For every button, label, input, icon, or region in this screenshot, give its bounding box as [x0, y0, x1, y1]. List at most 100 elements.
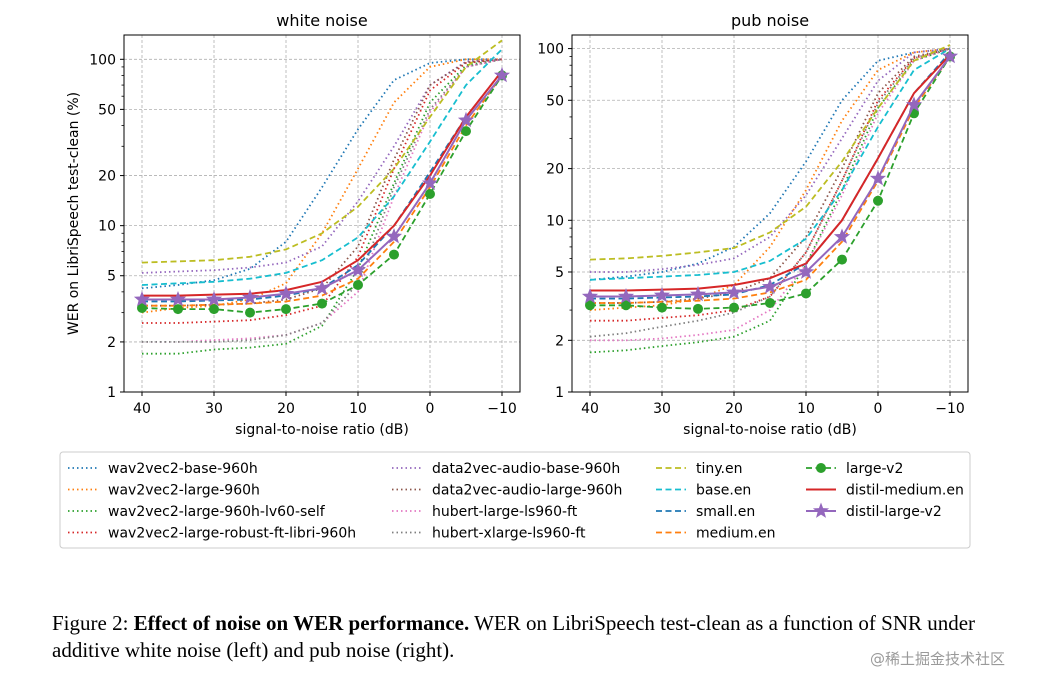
data-point-large-v2 [873, 195, 883, 206]
data-point-large-v2 [693, 303, 703, 314]
legend-label: distil-medium.en [846, 483, 964, 499]
legend-label: wav2vec2-large-960h-lv60-self [108, 504, 326, 520]
series-line-distil-medium.en [142, 70, 503, 297]
y-tick-label: 2 [555, 333, 564, 349]
data-point-distil-large-v2 [581, 288, 599, 304]
data-point-large-v2 [765, 297, 775, 308]
caption-prefix: Figure 2: [52, 611, 134, 635]
x-tick-label: 30 [205, 401, 223, 417]
chart-title: white noise [276, 11, 367, 30]
data-point-large-v2 [173, 304, 183, 315]
x-tick-label: 30 [653, 401, 671, 417]
legend-label: wav2vec2-large-960h [108, 483, 260, 499]
data-point-distil-large-v2 [205, 291, 223, 307]
caption-rest: WER on LibriSpeech test-clean as a funct… [52, 611, 976, 662]
data-point-distil-large-v2 [725, 283, 743, 300]
data-point-distil-large-v2 [277, 285, 295, 301]
data-point-distil-large-v2 [617, 288, 635, 304]
legend-label: hubert-large-ls960-ft [432, 504, 578, 520]
data-point-large-v2 [461, 126, 471, 137]
x-axis-label: signal-to-noise ratio (dB) [235, 422, 409, 438]
legend-marker-large-v2 [816, 463, 826, 473]
legend-label: data2vec-audio-base-960h [432, 461, 620, 477]
data-point-distil-large-v2 [833, 228, 851, 244]
legend-label: large-v2 [846, 461, 903, 477]
x-tick-label: 0 [426, 401, 435, 417]
data-point-distil-large-v2 [941, 48, 959, 64]
data-point-large-v2 [585, 300, 595, 311]
x-tick-label: −10 [487, 401, 517, 417]
data-point-distil-large-v2 [493, 66, 511, 83]
data-point-distil-large-v2 [385, 228, 403, 244]
data-point-large-v2 [621, 300, 631, 311]
x-tick-label: −10 [935, 401, 965, 417]
data-point-large-v2 [657, 302, 667, 313]
data-point-large-v2 [137, 302, 147, 313]
x-tick-label: 20 [725, 401, 743, 417]
y-tick-label: 50 [98, 102, 116, 118]
legend: wav2vec2-base-960h wav2vec2-large-960h wav… [59, 451, 971, 549]
data-point-distil-large-v2 [869, 170, 887, 186]
data-point-large-v2 [281, 304, 291, 315]
legend-frame [59, 451, 971, 549]
data-point-large-v2 [209, 304, 219, 315]
y-tick-label: 20 [98, 169, 116, 185]
y-tick-label: 10 [546, 213, 564, 229]
data-point-distil-large-v2 [169, 291, 187, 307]
y-tick-label: 10 [98, 219, 116, 235]
legend-label: wav2vec2-large-robust-ft-libri-960h [108, 526, 356, 542]
data-point-distil-large-v2 [905, 96, 923, 112]
data-point-large-v2 [801, 288, 811, 299]
data-point-distil-large-v2 [133, 291, 151, 307]
data-point-distil-large-v2 [313, 279, 331, 296]
series-line-data2vec-audio-large-960h [590, 47, 951, 304]
data-point-distil-large-v2 [421, 174, 439, 191]
y-tick-label: 5 [107, 269, 116, 285]
data-point-distil-large-v2 [653, 287, 671, 303]
series-line-data2vec-audio-base-960h [590, 47, 951, 273]
legend-label: data2vec-audio-large-960h [432, 483, 622, 499]
series-line-large-v2 [141, 74, 503, 314]
y-tick-label: 2 [107, 335, 116, 351]
data-point-large-v2 [837, 254, 847, 265]
series-line-wav2vec2-base-960h [141, 58, 502, 290]
series-line-hubert-xlarge-ls960-ft [142, 58, 503, 343]
data-point-large-v2 [425, 188, 435, 199]
caption-bold: Effect of noise on WER performance. [133, 611, 470, 635]
figure-caption: Figure 2: Effect of noise on WER perform… [52, 610, 1012, 664]
y-tick-label: 50 [546, 93, 564, 109]
x-tick-label: 40 [133, 401, 151, 417]
legend-label: tiny.en [696, 461, 742, 477]
watermark: @稀土掘金技术社区 [870, 650, 1006, 668]
series-line-base.en [589, 47, 951, 281]
legend-marker-distil-large-v2 [812, 502, 830, 518]
plot-frame [123, 34, 521, 393]
data-point-large-v2 [317, 298, 327, 309]
series-line-wav2vec2-base-960h [589, 47, 951, 281]
legend-label: medium.en [696, 526, 775, 542]
plot-frame [571, 34, 969, 393]
series-line-medium.en [590, 55, 951, 304]
y-axis-label: WER on LibriSpeech test-clean (%) [66, 92, 82, 335]
x-tick-label: 0 [874, 401, 883, 417]
legend-label: base.en [696, 483, 751, 499]
x-axis-label: signal-to-noise ratio (dB) [683, 422, 857, 438]
series-line-hubert-large-ls960-ft [590, 47, 951, 342]
y-tick-label: 1 [555, 385, 564, 401]
series-line-tiny.en [589, 44, 951, 261]
series-line-wav2vec2-large-960h-lv60-self [142, 58, 503, 355]
data-point-distil-large-v2 [349, 261, 367, 277]
x-tick-label: 10 [349, 401, 367, 417]
y-tick-label: 1 [107, 385, 116, 401]
y-tick-label: 100 [89, 52, 116, 68]
y-tick-label: 20 [546, 162, 564, 178]
series-line-base.en [141, 48, 503, 286]
legend-label: distil-large-v2 [846, 504, 942, 520]
series-line-tiny.en [141, 39, 503, 264]
x-tick-label: 10 [797, 401, 815, 417]
data-point-large-v2 [245, 307, 255, 318]
legend-label: hubert-xlarge-ls960-ft [432, 526, 586, 542]
series-line-large-v2 [590, 56, 951, 310]
series-line-distil-medium.en [590, 54, 951, 292]
